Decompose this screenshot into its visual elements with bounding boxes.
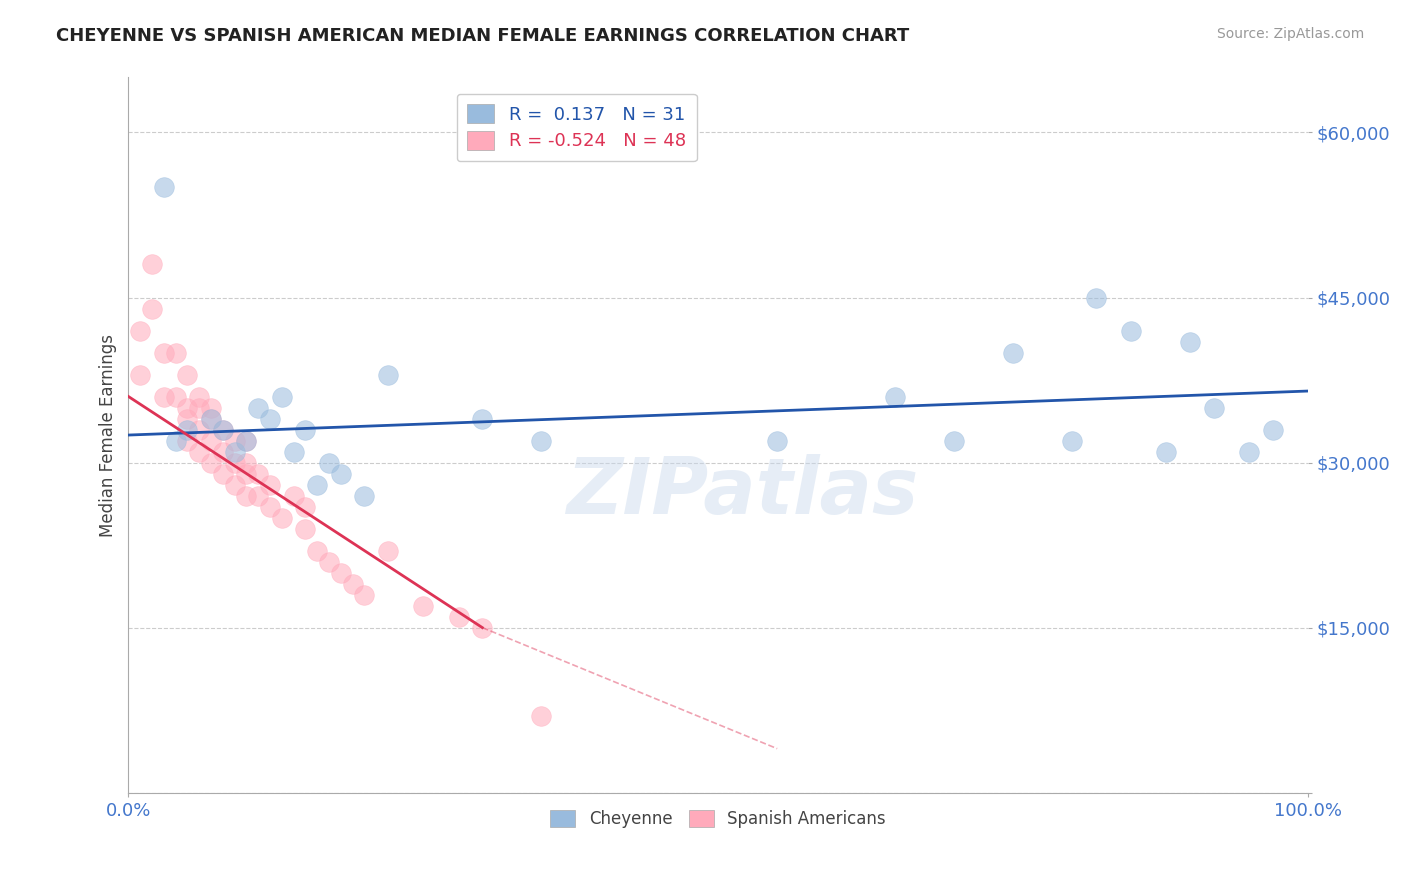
Point	[943, 434, 966, 448]
Point	[235, 434, 257, 448]
Point	[247, 489, 270, 503]
Text: CHEYENNE VS SPANISH AMERICAN MEDIAN FEMALE EARNINGS CORRELATION CHART: CHEYENNE VS SPANISH AMERICAN MEDIAN FEMA…	[56, 27, 910, 45]
Point	[165, 434, 187, 448]
Point	[1156, 444, 1178, 458]
Y-axis label: Median Female Earnings: Median Female Earnings	[100, 334, 117, 537]
Point	[211, 444, 233, 458]
Point	[766, 434, 789, 448]
Point	[1002, 345, 1025, 359]
Point	[153, 390, 176, 404]
Point	[1261, 423, 1284, 437]
Point	[447, 609, 470, 624]
Point	[318, 555, 340, 569]
Point	[307, 477, 329, 491]
Legend: Cheyenne, Spanish Americans: Cheyenne, Spanish Americans	[544, 803, 893, 834]
Point	[283, 489, 305, 503]
Point	[153, 345, 176, 359]
Point	[176, 411, 198, 425]
Point	[259, 411, 281, 425]
Point	[1237, 444, 1260, 458]
Point	[342, 576, 364, 591]
Point	[200, 456, 222, 470]
Point	[224, 456, 246, 470]
Point	[200, 411, 222, 425]
Point	[270, 390, 292, 404]
Point	[1060, 434, 1083, 448]
Point	[200, 434, 222, 448]
Point	[412, 599, 434, 613]
Point	[377, 368, 399, 382]
Point	[259, 477, 281, 491]
Point	[224, 444, 246, 458]
Point	[353, 588, 375, 602]
Point	[188, 401, 211, 415]
Point	[247, 467, 270, 481]
Point	[235, 434, 257, 448]
Point	[165, 390, 187, 404]
Point	[1119, 324, 1142, 338]
Point	[129, 368, 152, 382]
Point	[176, 423, 198, 437]
Point	[176, 401, 198, 415]
Point	[176, 368, 198, 382]
Point	[329, 566, 352, 580]
Point	[247, 401, 270, 415]
Point	[235, 489, 257, 503]
Point	[235, 456, 257, 470]
Point	[294, 522, 316, 536]
Point	[224, 434, 246, 448]
Point	[329, 467, 352, 481]
Point	[176, 434, 198, 448]
Point	[141, 258, 163, 272]
Point	[270, 510, 292, 524]
Point	[224, 477, 246, 491]
Point	[353, 489, 375, 503]
Point	[211, 423, 233, 437]
Point	[377, 543, 399, 558]
Point	[235, 467, 257, 481]
Point	[211, 467, 233, 481]
Point	[318, 456, 340, 470]
Point	[165, 345, 187, 359]
Point	[153, 180, 176, 194]
Point	[129, 324, 152, 338]
Point	[884, 390, 907, 404]
Point	[530, 434, 553, 448]
Point	[1178, 334, 1201, 349]
Point	[294, 423, 316, 437]
Point	[1084, 291, 1107, 305]
Point	[1202, 401, 1225, 415]
Point	[294, 500, 316, 514]
Point	[307, 543, 329, 558]
Point	[188, 423, 211, 437]
Text: ZIPatlas: ZIPatlas	[565, 454, 918, 530]
Point	[283, 444, 305, 458]
Point	[211, 423, 233, 437]
Point	[141, 301, 163, 316]
Point	[530, 708, 553, 723]
Text: Source: ZipAtlas.com: Source: ZipAtlas.com	[1216, 27, 1364, 41]
Point	[188, 444, 211, 458]
Point	[200, 411, 222, 425]
Point	[259, 500, 281, 514]
Point	[188, 390, 211, 404]
Point	[200, 401, 222, 415]
Point	[471, 411, 494, 425]
Point	[471, 621, 494, 635]
